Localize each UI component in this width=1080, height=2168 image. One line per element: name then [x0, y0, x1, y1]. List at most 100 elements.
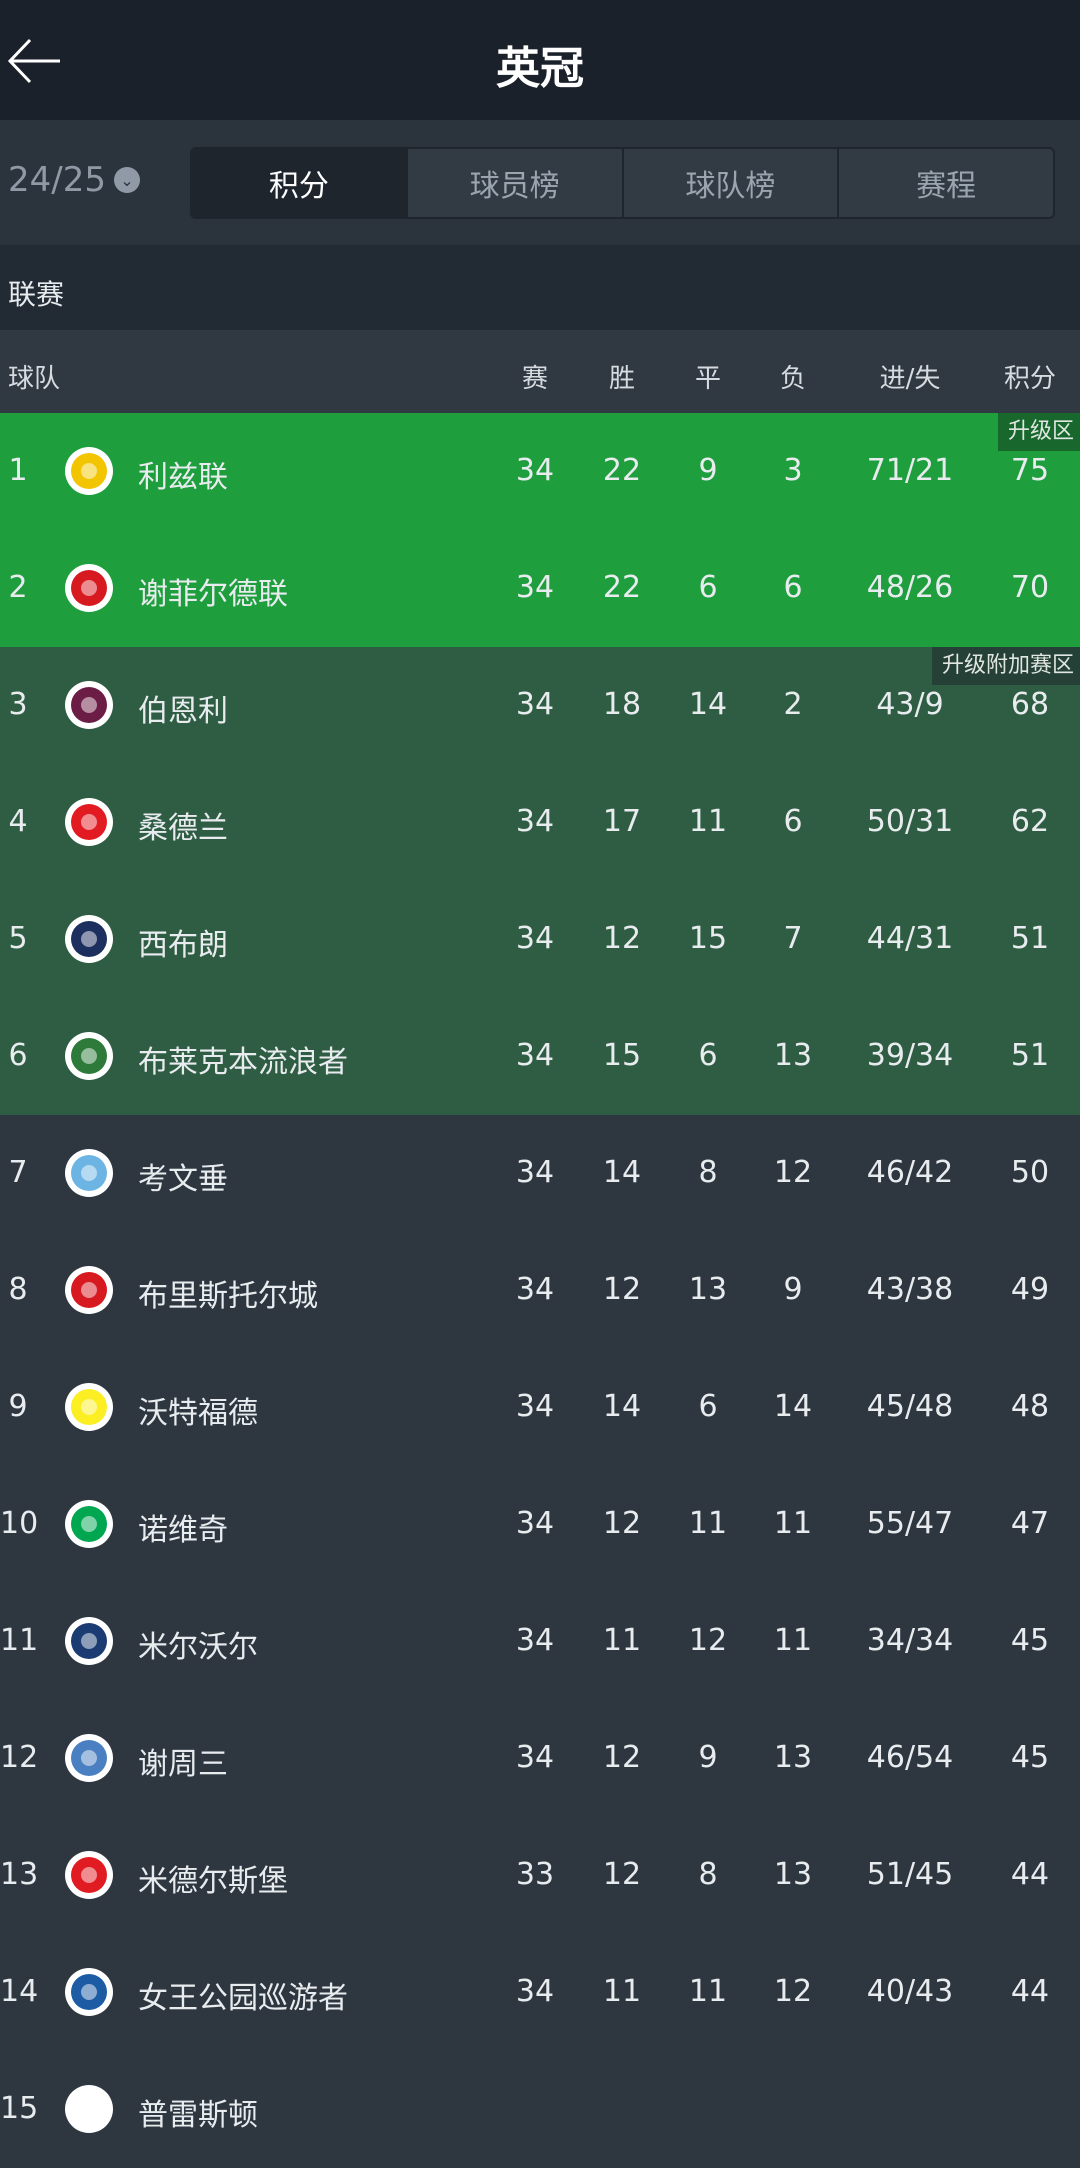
stat-pts: 44 — [1010, 1857, 1050, 1892]
stat-pts: 75 — [1010, 453, 1050, 488]
table-row[interactable]: 4 桑德兰 34 17 11 6 50/31 62 — [0, 764, 1080, 881]
rank: 7 — [8, 1155, 28, 1190]
tab-schedule[interactable]: 赛程 — [837, 149, 1053, 217]
stat-p: 34 — [515, 1038, 555, 1073]
team-logo-icon — [65, 1851, 113, 1899]
stat-d: 8 — [698, 1857, 718, 1892]
stat-l: 7 — [783, 921, 803, 956]
table-row[interactable]: 14 女王公园巡游者 34 11 11 12 40/43 44 — [0, 1934, 1080, 2051]
team-name: 桑德兰 — [138, 811, 228, 846]
stat-d: 13 — [688, 1272, 728, 1307]
tab-standings[interactable]: 积分 — [192, 149, 406, 217]
stat-pts: 45 — [1010, 1623, 1050, 1658]
stat-w: 15 — [602, 1038, 642, 1073]
stat-gd: 50/31 — [866, 804, 954, 839]
page-title: 英冠 — [496, 43, 584, 94]
stat-pts: 50 — [1010, 1155, 1050, 1190]
table-row[interactable]: 15 普雷斯顿 — [0, 2051, 1080, 2168]
rank: 3 — [8, 687, 28, 722]
stat-p: 34 — [515, 1272, 555, 1307]
team-name: 米尔沃尔 — [138, 1630, 258, 1665]
table-row[interactable]: 11 米尔沃尔 34 11 12 11 34/34 45 — [0, 1583, 1080, 1700]
stat-pts: 47 — [1010, 1506, 1050, 1541]
stat-p: 34 — [515, 1740, 555, 1775]
team-logo-icon — [65, 1266, 113, 1314]
team-name: 谢菲尔德联 — [138, 577, 288, 612]
stat-w: 12 — [602, 1506, 642, 1541]
table-row[interactable]: 升级附加赛区 3 伯恩利 34 18 14 2 43/9 68 — [0, 647, 1080, 764]
team-logo-icon — [65, 447, 113, 495]
rank: 6 — [8, 1038, 28, 1073]
stat-gd: 46/42 — [866, 1155, 954, 1190]
stat-d: 9 — [698, 1740, 718, 1775]
team-name: 伯恩利 — [138, 694, 228, 729]
section-title: 联赛 — [0, 245, 1080, 330]
team-name: 西布朗 — [138, 928, 228, 963]
team-logo-icon — [65, 1734, 113, 1782]
stat-d: 6 — [698, 570, 718, 605]
stat-l: 11 — [773, 1506, 813, 1541]
stat-gd: 43/38 — [866, 1272, 954, 1307]
stat-w: 18 — [602, 687, 642, 722]
rank: 8 — [8, 1272, 28, 1307]
stat-d: 11 — [688, 1506, 728, 1541]
table-row[interactable]: 7 考文垂 34 14 8 12 46/42 50 — [0, 1115, 1080, 1232]
stat-w: 14 — [602, 1389, 642, 1424]
team-name: 布莱克本流浪者 — [138, 1045, 348, 1080]
table-row[interactable]: 升级区 1 利兹联 34 22 9 3 71/21 75 — [0, 413, 1080, 530]
col-lost: 负 — [779, 364, 806, 394]
table-row[interactable]: 10 诺维奇 34 12 11 11 55/47 47 — [0, 1466, 1080, 1583]
stat-p: 34 — [515, 453, 555, 488]
stat-pts: 68 — [1010, 687, 1050, 722]
back-arrow-icon[interactable] — [4, 36, 64, 86]
stat-w: 22 — [602, 453, 642, 488]
stat-w: 22 — [602, 570, 642, 605]
stat-d: 12 — [688, 1623, 728, 1658]
tab-player-rankings[interactable]: 球员榜 — [405, 149, 622, 217]
standings-table: 升级区 1 利兹联 34 22 9 3 71/21 75 2 谢菲尔德联 34 22 6 6 48/26 70 升… — [0, 413, 1080, 2168]
top-bar: 英冠 — [0, 0, 1080, 120]
table-row[interactable]: 5 西布朗 34 12 15 7 44/31 51 — [0, 881, 1080, 998]
rank: 10 — [0, 1506, 39, 1541]
stat-p: 34 — [515, 570, 555, 605]
stat-gd: 39/34 — [866, 1038, 954, 1073]
stat-d: 6 — [698, 1389, 718, 1424]
table-row[interactable]: 12 谢周三 34 12 9 13 46/54 45 — [0, 1700, 1080, 1817]
stat-p: 34 — [515, 921, 555, 956]
season-selector[interactable]: 24/25 ⌄ — [8, 160, 140, 200]
stat-l: 2 — [783, 687, 803, 722]
team-logo-icon — [65, 1032, 113, 1080]
col-played: 赛 — [521, 364, 548, 394]
col-points: 积分 — [1003, 364, 1056, 394]
stat-p: 34 — [515, 687, 555, 722]
rank: 12 — [0, 1740, 39, 1775]
table-row[interactable]: 2 谢菲尔德联 34 22 6 6 48/26 70 — [0, 530, 1080, 647]
table-row[interactable]: 6 布莱克本流浪者 34 15 6 13 39/34 51 — [0, 998, 1080, 1115]
stat-pts: 51 — [1010, 921, 1050, 956]
stat-p: 34 — [515, 1974, 555, 2009]
rank: 9 — [8, 1389, 28, 1424]
team-logo-icon — [65, 564, 113, 612]
rank: 2 — [8, 570, 28, 605]
table-row[interactable]: 9 沃特福德 34 14 6 14 45/48 48 — [0, 1349, 1080, 1466]
stat-gd: 34/34 — [866, 1623, 954, 1658]
stat-gd: 51/45 — [866, 1857, 954, 1892]
table-row[interactable]: 8 布里斯托尔城 34 12 13 9 43/38 49 — [0, 1232, 1080, 1349]
rank: 15 — [0, 2091, 39, 2126]
team-name: 利兹联 — [138, 460, 228, 495]
stat-w: 14 — [602, 1155, 642, 1190]
stat-gd: 45/48 — [866, 1389, 954, 1424]
team-logo-icon — [65, 1968, 113, 2016]
team-logo-icon — [65, 915, 113, 963]
stat-p: 34 — [515, 1155, 555, 1190]
table-row[interactable]: 13 米德尔斯堡 33 12 8 13 51/45 44 — [0, 1817, 1080, 1934]
stat-l: 3 — [783, 453, 803, 488]
stat-p: 34 — [515, 1623, 555, 1658]
zone-label-playoff: 升级附加赛区 — [931, 647, 1080, 685]
team-name: 考文垂 — [138, 1162, 228, 1197]
stat-w: 11 — [602, 1623, 642, 1658]
stat-gd: 40/43 — [866, 1974, 954, 2009]
tab-team-rankings[interactable]: 球队榜 — [621, 149, 838, 217]
team-logo-icon — [65, 1383, 113, 1431]
rank: 11 — [0, 1623, 39, 1658]
